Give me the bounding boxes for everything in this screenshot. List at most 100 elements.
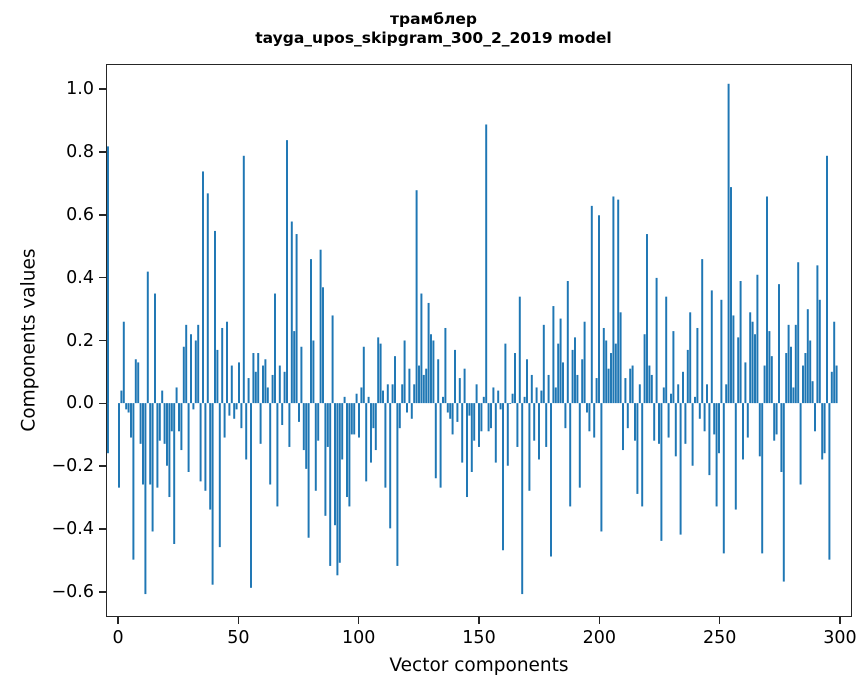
bar — [365, 403, 368, 482]
bar — [240, 403, 243, 429]
y-tick-mark — [99, 276, 106, 279]
y-tick: 1.0 — [0, 79, 106, 99]
bar — [614, 343, 617, 404]
bar — [626, 403, 629, 429]
bar — [451, 403, 454, 435]
bar — [122, 321, 125, 404]
bar — [430, 334, 432, 404]
bar — [230, 365, 233, 404]
bar — [761, 403, 764, 554]
bar — [298, 403, 300, 422]
bar — [636, 403, 639, 494]
bar — [586, 403, 588, 413]
bar — [835, 365, 838, 404]
bar — [806, 309, 809, 404]
bar — [360, 387, 363, 404]
bar — [377, 337, 380, 404]
bar — [182, 346, 185, 404]
x-tick-mark — [357, 617, 360, 624]
y-tick: 0.8 — [0, 142, 106, 162]
bar — [511, 393, 514, 404]
bar — [653, 403, 656, 441]
bar — [595, 378, 598, 404]
bar — [228, 403, 231, 416]
bar — [209, 403, 212, 510]
bar — [302, 403, 305, 451]
bar — [406, 403, 408, 413]
bar — [413, 384, 416, 404]
bar — [166, 403, 168, 466]
bar — [473, 403, 476, 441]
bar — [221, 327, 224, 404]
y-tick: 0.4 — [0, 268, 106, 288]
bar — [804, 353, 807, 404]
bar — [144, 403, 147, 595]
chart-title-line-1: трамблер — [390, 10, 477, 28]
bar — [566, 281, 569, 404]
bar — [382, 390, 384, 404]
bar — [254, 371, 257, 404]
bar — [682, 371, 684, 404]
bar — [502, 403, 504, 551]
x-tick: 300 — [823, 617, 857, 648]
bar — [336, 403, 339, 576]
bar — [598, 215, 600, 404]
y-tick-mark — [99, 214, 106, 216]
x-tick-label: 50 — [227, 628, 250, 648]
bar — [660, 403, 663, 541]
bar — [641, 403, 644, 507]
bar — [734, 403, 737, 510]
bar — [701, 259, 704, 404]
bar — [379, 343, 382, 404]
plot-area — [106, 64, 852, 617]
bar — [694, 396, 696, 404]
bar — [107, 146, 109, 404]
x-tick: 0 — [112, 617, 124, 648]
y-tick-label: 0.0 — [66, 393, 94, 414]
bar — [689, 312, 692, 404]
bar — [362, 346, 365, 404]
y-tick-label: −0.4 — [51, 519, 95, 540]
y-tick: 0.0 — [0, 393, 106, 413]
x-tick-label: 150 — [462, 628, 496, 648]
y-tick-label: 1.0 — [66, 79, 94, 100]
y-tick-label: 0.4 — [66, 267, 94, 288]
y-tick-mark — [99, 151, 106, 153]
bar — [202, 171, 204, 404]
bar — [691, 403, 694, 466]
bar — [787, 324, 790, 404]
bar — [703, 403, 706, 432]
bar — [456, 403, 459, 422]
bar — [766, 196, 768, 404]
bar — [499, 403, 502, 410]
bar — [569, 403, 572, 507]
bar — [427, 302, 430, 404]
bar — [199, 403, 202, 482]
bar — [350, 403, 353, 435]
bar — [600, 403, 603, 532]
bar — [290, 221, 293, 404]
bar — [588, 403, 591, 432]
bar — [310, 259, 312, 404]
bar — [622, 403, 624, 451]
bar — [818, 299, 821, 404]
bar — [770, 356, 773, 404]
bar — [542, 324, 545, 404]
bar — [821, 403, 824, 460]
bar — [552, 306, 555, 404]
x-tick-label: 250 — [702, 628, 737, 648]
bar — [478, 403, 480, 447]
bar — [415, 190, 418, 404]
bar — [710, 290, 713, 404]
bar — [269, 403, 272, 485]
bar — [334, 403, 336, 526]
bar — [749, 312, 752, 404]
bar — [247, 378, 250, 404]
bar — [540, 390, 543, 404]
y-tick-mark — [99, 88, 106, 90]
bar — [161, 390, 164, 404]
bar — [454, 349, 456, 404]
bar — [151, 403, 154, 532]
bar — [372, 403, 375, 429]
bar — [434, 403, 437, 479]
